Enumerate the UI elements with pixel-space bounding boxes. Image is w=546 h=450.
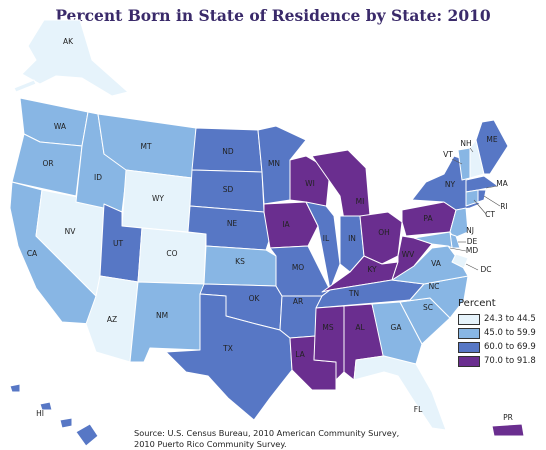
label-mt: MT <box>140 142 151 151</box>
label-nc: NC <box>429 282 440 291</box>
label-ga: GA <box>391 323 403 332</box>
state-md <box>413 231 453 249</box>
label-sc: SC <box>423 303 433 312</box>
label-oh: OH <box>378 228 390 237</box>
state-oh <box>359 211 403 265</box>
state-dc <box>451 253 469 269</box>
label-wy: WY <box>152 194 164 203</box>
label-in: IN <box>348 234 356 243</box>
label-pr: PR <box>503 413 513 422</box>
label-nd: ND <box>222 147 234 156</box>
state-fl <box>353 355 447 431</box>
legend-title: Percent <box>458 298 496 309</box>
label-tn: TN <box>348 289 359 298</box>
label-wi: WI <box>305 179 315 188</box>
state-nj <box>449 207 469 239</box>
state-ri <box>477 189 487 203</box>
label-de: DE <box>467 237 478 246</box>
state-hi-maui <box>59 417 73 429</box>
label-me: ME <box>486 135 497 144</box>
source-note: Source: U.S. Census Bureau, 2010 America… <box>134 428 399 450</box>
label-nm: NM <box>156 311 168 320</box>
legend-swatch <box>458 327 480 339</box>
state-ma <box>465 175 499 193</box>
legend-swatch <box>458 355 480 367</box>
label-ct: CT <box>485 210 495 219</box>
label-az: AZ <box>107 315 117 324</box>
label-mn: MN <box>268 159 280 168</box>
label-ky: KY <box>367 265 377 274</box>
label-nh: NH <box>460 139 471 148</box>
legend-item-2: 60.0 to 69.9 <box>458 340 536 354</box>
label-ma: MA <box>496 179 508 188</box>
legend-swatch <box>458 341 480 353</box>
label-ut: UT <box>113 239 123 248</box>
state-ak-islands <box>13 79 37 93</box>
legend-item-3: 70.0 to 91.8 <box>458 354 536 368</box>
label-vt: VT <box>443 150 453 159</box>
state-wv <box>391 235 433 281</box>
label-ok: OK <box>249 294 261 303</box>
label-ne: NE <box>227 219 238 228</box>
label-sd: SD <box>223 185 234 194</box>
label-la: LA <box>295 350 305 359</box>
label-va: VA <box>431 259 442 268</box>
legend-item-1: 45.0 to 59.9 <box>458 326 536 340</box>
source-line-1: Source: U.S. Census Bureau, 2010 America… <box>134 428 400 438</box>
label-tx: TX <box>222 344 233 353</box>
state-me <box>475 119 509 175</box>
label-ca: CA <box>27 249 38 258</box>
legend: Percent 24.3 to 44.5 45.0 to 59.9 60.0 t… <box>458 298 536 368</box>
label-pa: PA <box>423 214 433 223</box>
label-ia: IA <box>282 220 290 229</box>
state-hi-big-island <box>75 423 99 447</box>
label-ny: NY <box>445 180 456 189</box>
label-id: ID <box>94 173 102 182</box>
state-tx <box>165 293 293 421</box>
legend-item-0: 24.3 to 44.5 <box>458 312 536 326</box>
label-wv: WV <box>402 250 415 259</box>
label-md: MD <box>466 246 478 255</box>
label-nv: NV <box>65 227 77 236</box>
label-mi: MI <box>356 197 365 206</box>
state-ak <box>21 19 129 97</box>
source-line-2: 2010 Puerto Rico Community Survey. <box>134 439 287 449</box>
label-fl: FL <box>414 405 423 414</box>
state-ks <box>203 245 277 287</box>
legend-swatch <box>458 313 480 325</box>
state-ga <box>371 301 423 365</box>
legend-label: 60.0 to 69.9 <box>484 342 536 352</box>
label-mo: MO <box>292 263 304 272</box>
state-hi-kauai <box>9 383 21 393</box>
legend-label: 45.0 to 59.9 <box>484 328 536 338</box>
label-al: AL <box>355 323 365 332</box>
state-pr <box>491 423 525 437</box>
label-il: IL <box>323 234 330 243</box>
label-ms: MS <box>322 323 333 332</box>
label-co: CO <box>166 249 177 258</box>
label-hi: HI <box>36 409 44 418</box>
label-ar: AR <box>293 297 303 306</box>
legend-label: 24.3 to 44.5 <box>484 314 536 324</box>
legend-label: 70.0 to 91.8 <box>484 356 536 366</box>
label-wa: WA <box>54 122 67 131</box>
label-ak: AK <box>63 37 74 46</box>
map-title: Percent Born in State of Residence by St… <box>55 6 491 25</box>
label-ri: RI <box>500 202 507 211</box>
leader-lines <box>449 147 501 271</box>
label-or: OR <box>42 159 53 168</box>
label-ks: KS <box>235 257 245 266</box>
label-dc: DC <box>480 265 491 274</box>
state-hi-oahu <box>39 401 53 411</box>
label-nj: NJ <box>466 226 474 235</box>
